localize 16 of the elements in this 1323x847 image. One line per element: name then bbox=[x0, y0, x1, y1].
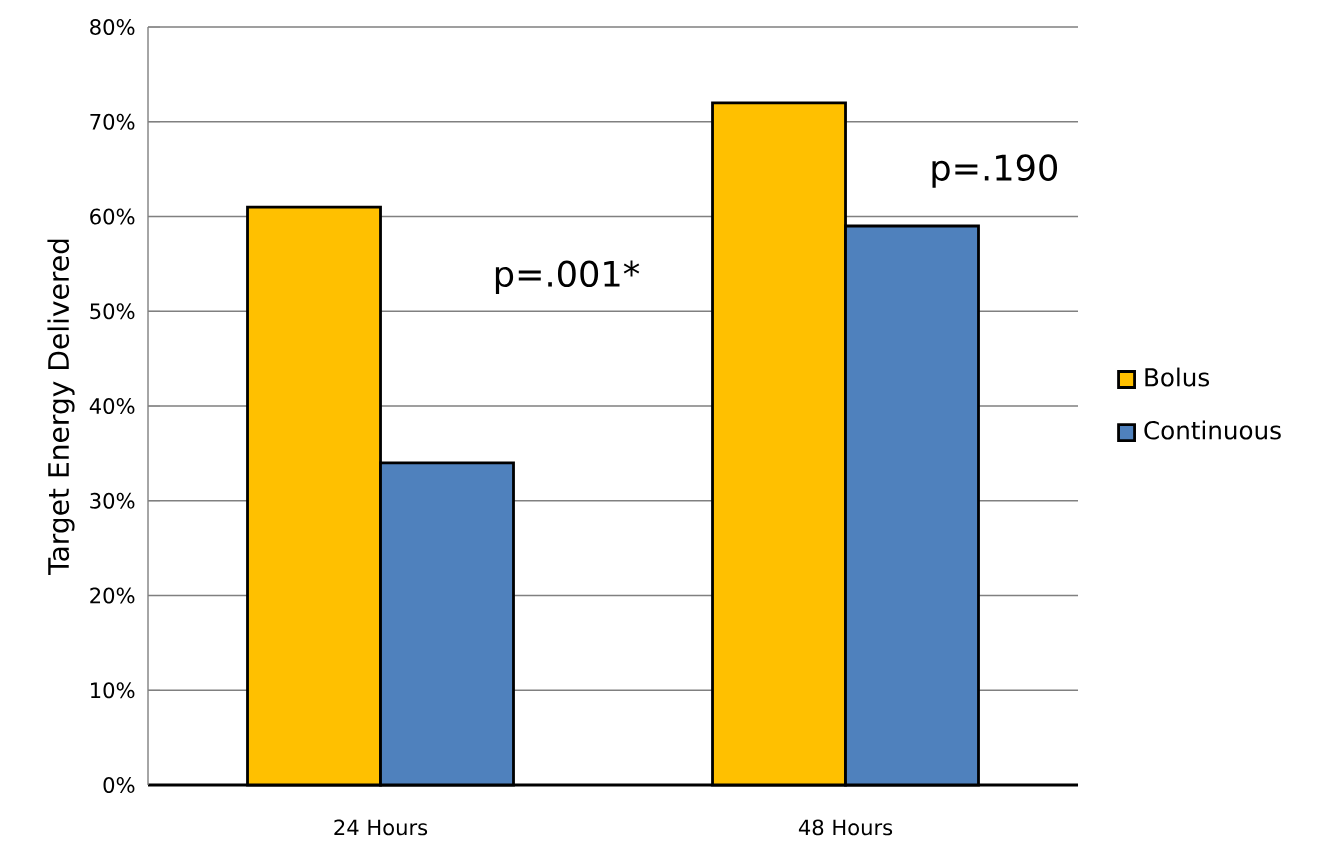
y-tick-label: 30% bbox=[90, 492, 135, 509]
y-tick-label: 20% bbox=[90, 587, 135, 604]
y-tick-label: 50% bbox=[90, 303, 135, 320]
x-tick-label: 24 Hours bbox=[334, 819, 428, 836]
y-tick-label: 60% bbox=[90, 208, 135, 225]
legend-label: Bolus bbox=[1145, 367, 1209, 387]
legend-label: Continuous bbox=[1144, 420, 1281, 440]
y-tick-label: 70% bbox=[90, 113, 135, 130]
annotation: p=.190 bbox=[932, 154, 1058, 188]
x-tick-label: 48 Hours bbox=[798, 819, 893, 836]
y-tick-label: 40% bbox=[89, 398, 135, 414]
y-axis-title: Target Energy Delivered bbox=[47, 239, 75, 575]
annotation: p=.001* bbox=[495, 260, 640, 294]
y-tick-label: 0% bbox=[103, 776, 135, 793]
y-tick-label: 80% bbox=[90, 19, 135, 35]
y-tick-label: 10% bbox=[91, 682, 135, 699]
